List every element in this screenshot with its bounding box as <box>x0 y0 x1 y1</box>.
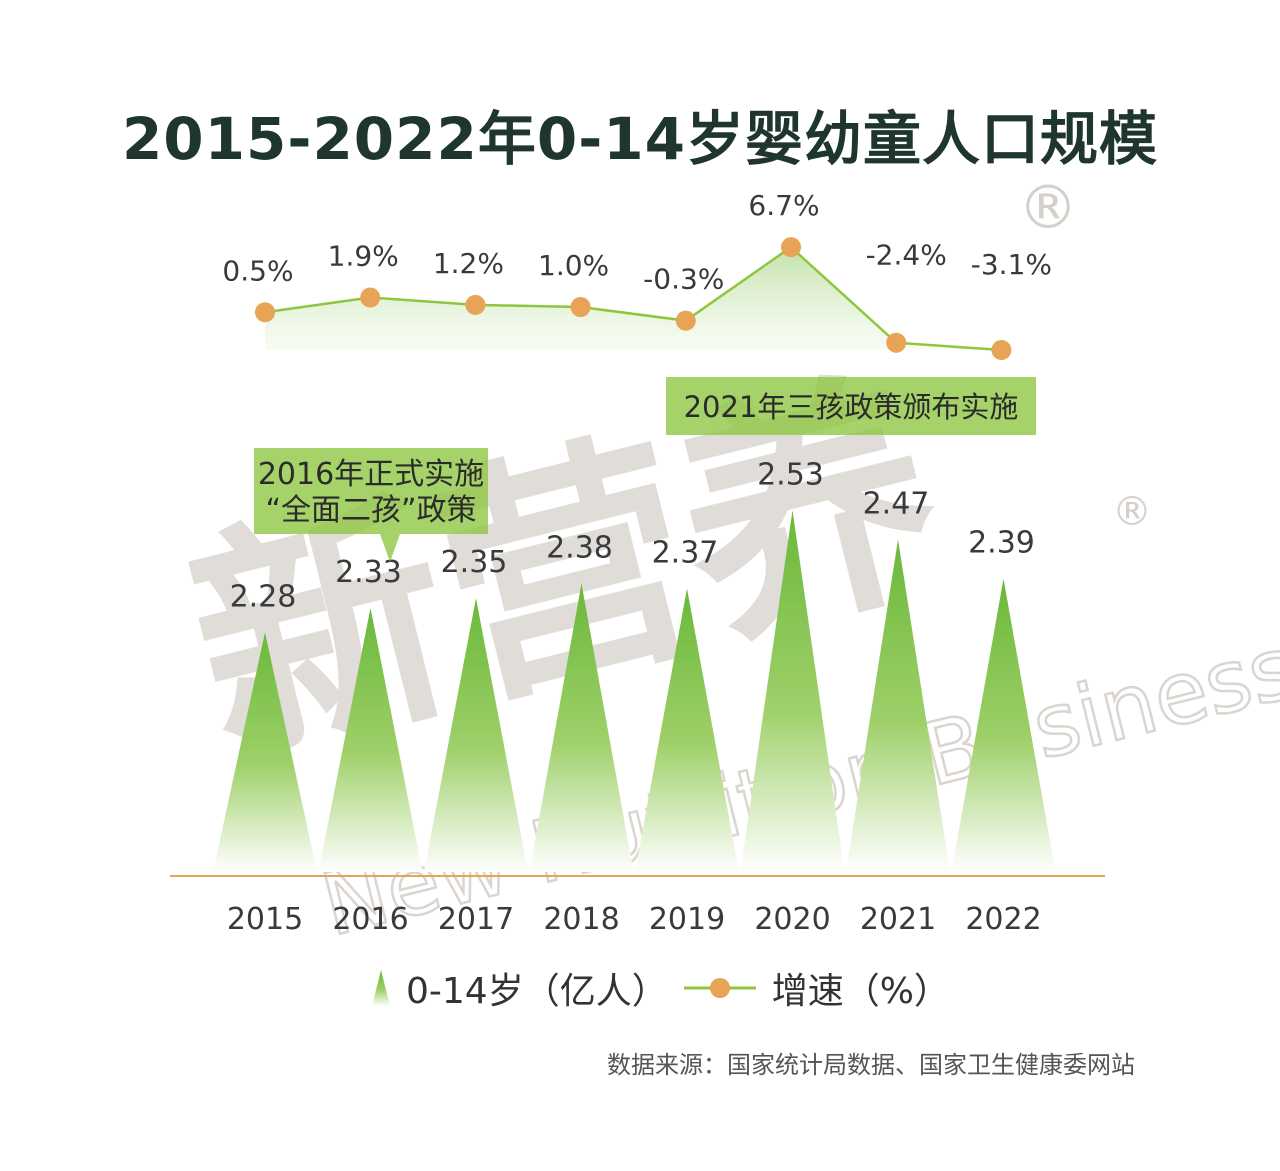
bar-2022 <box>951 578 1056 872</box>
growth-area <box>265 247 1002 351</box>
callout-2021: 2021年三孩政策颁布实施 <box>666 377 1036 435</box>
x-tick-2018: 2018 <box>543 902 619 937</box>
bar-label-2020: 2.53 <box>757 457 824 492</box>
bar-2017 <box>424 598 528 872</box>
watermark-mark-small: ® <box>1112 489 1152 535</box>
callout-2021-line-0: 2021年三孩政策颁布实施 <box>684 390 1019 424</box>
source-note: 数据来源：国家统计局数据、国家卫生健康委网站 <box>607 1051 1135 1079</box>
chart-title: 2015-2022年0-14岁婴幼童人口规模 <box>121 105 1159 173</box>
bar-2015 <box>213 632 317 872</box>
x-tick-2022: 2022 <box>965 902 1041 937</box>
bar-label-2018: 2.38 <box>546 531 613 566</box>
legend-item-population: 0-14岁（亿人） <box>370 962 668 1014</box>
bar-2021 <box>846 539 950 872</box>
growth-line <box>264 245 1002 352</box>
bar-label-2019: 2.37 <box>652 535 719 570</box>
growth-label-2019: -0.3% <box>643 263 724 296</box>
bar-label-2021: 2.47 <box>863 487 930 522</box>
bar-label-2015: 2.28 <box>230 579 297 614</box>
growth-label-2022: -3.1% <box>971 248 1052 281</box>
growth-point-2015 <box>255 302 275 323</box>
callout-2016: 2016年正式实施“全面二孩”政策 <box>254 448 488 562</box>
line-dot-icon <box>683 978 756 998</box>
green-cone-icon <box>372 970 390 1006</box>
bar-2018 <box>529 583 634 872</box>
growth-label-2017: 1.2% <box>433 247 504 280</box>
growth-point-2020 <box>781 237 801 258</box>
bar-label-2016: 2.33 <box>335 555 402 590</box>
x-tick-2019: 2019 <box>649 902 725 937</box>
x-tick-2017: 2017 <box>438 902 514 937</box>
bar-label-2017: 2.35 <box>441 545 508 580</box>
growth-label-2015: 0.5% <box>222 254 293 287</box>
growth-point-2018 <box>570 297 591 317</box>
growth-point-2022 <box>991 340 1012 361</box>
legend-label-population: 0-14岁（亿人） <box>406 971 668 1012</box>
x-tick-2015: 2015 <box>227 902 303 937</box>
growth-point-2019 <box>675 310 696 331</box>
x-tick-2021: 2021 <box>860 902 936 937</box>
bar-2020 <box>740 510 845 872</box>
watermark-mark: ® <box>1018 173 1078 243</box>
legend-label-growth: 增速（%） <box>771 971 950 1012</box>
legend: 0-14岁（亿人） 增速（%） <box>370 958 964 1018</box>
growth-point-2017 <box>465 294 486 315</box>
callout-2016-line-1: “全面二孩”政策 <box>265 493 476 528</box>
growth-point-2016 <box>360 287 381 308</box>
growth-label-2020: 6.7% <box>748 189 819 222</box>
growth-label-2018: 1.0% <box>538 249 609 282</box>
growth-label-2021: -2.4% <box>866 239 947 272</box>
bar-2019 <box>635 588 739 872</box>
bar-2016 <box>318 607 423 872</box>
callout-2016-line-0: 2016年正式实施 <box>258 457 484 492</box>
growth-label-2016: 1.9% <box>328 240 399 273</box>
bar-label-2022: 2.39 <box>968 526 1035 561</box>
x-tick-2016: 2016 <box>332 902 408 937</box>
x-tick-2020: 2020 <box>754 902 830 937</box>
legend-item-growth: 增速（%） <box>682 962 950 1014</box>
growth-point-2021 <box>886 332 907 353</box>
